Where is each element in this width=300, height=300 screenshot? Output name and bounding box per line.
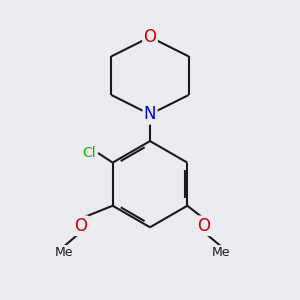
Text: O: O bbox=[143, 28, 157, 46]
Text: Me: Me bbox=[55, 246, 73, 259]
Text: Cl: Cl bbox=[82, 146, 96, 160]
Text: O: O bbox=[197, 217, 210, 235]
Text: O: O bbox=[74, 217, 88, 235]
Text: Me: Me bbox=[212, 246, 231, 259]
Text: N: N bbox=[144, 105, 156, 123]
